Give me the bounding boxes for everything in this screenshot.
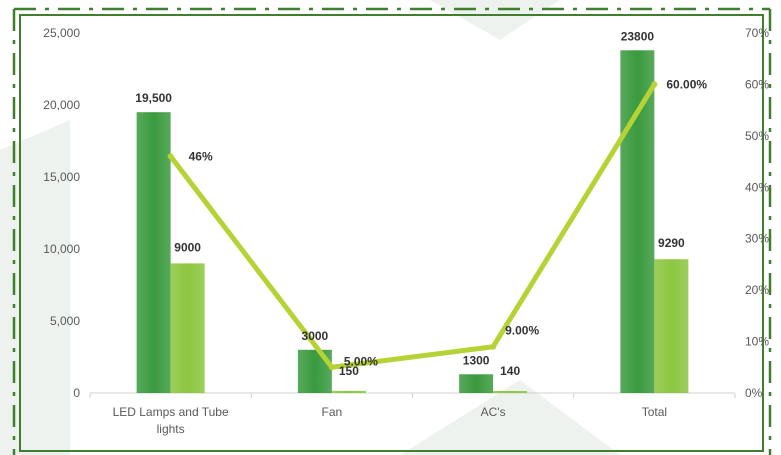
y-right-tick-label: 10% <box>745 335 769 349</box>
y-right-tick-label: 30% <box>745 232 769 246</box>
x-category-label-line: LED Lamps and Tube <box>113 405 229 419</box>
x-category-label-line: Fan <box>322 405 343 419</box>
bar <box>331 390 366 393</box>
line-data-label: 5.00% <box>344 354 378 368</box>
percent-line <box>167 81 658 371</box>
bar <box>493 390 528 393</box>
bar <box>620 50 655 393</box>
y-left-tick-label: 10,000 <box>43 242 80 256</box>
percent-line-point <box>651 81 658 88</box>
chart-frame <box>12 7 772 455</box>
y-right-tick-label: 0% <box>745 386 763 400</box>
y-left-tick-label: 5,000 <box>50 314 80 328</box>
bar-data-label: 9000 <box>174 240 201 254</box>
x-category-label-line: lights <box>157 422 185 436</box>
background-shape <box>0 120 70 455</box>
x-category-label-line: Total <box>642 405 667 419</box>
y-left-tick-label: 25,000 <box>43 26 80 40</box>
bar <box>297 349 332 393</box>
line-data-label: 60.00% <box>666 77 707 91</box>
percent-line-point <box>490 343 497 350</box>
x-category-label: Total <box>642 405 667 419</box>
background-shape <box>430 0 560 40</box>
bar-data-label: 9290 <box>658 236 685 250</box>
y-left-tick-label: 15,000 <box>43 170 80 184</box>
y-left-tick-label: 20,000 <box>43 98 80 112</box>
x-category-label: LED Lamps and Tube lights <box>113 405 229 436</box>
bar-data-label: 140 <box>500 364 520 378</box>
bar <box>654 259 689 393</box>
chart-axes: 0 5,000 10,000 15,000 20,000 25,000 0% 10% 20% 30… <box>43 26 769 436</box>
y-right-tick-label: 60% <box>745 77 769 91</box>
x-category-label-line: AC's <box>481 405 506 419</box>
background-shape <box>400 380 620 455</box>
x-category-label: AC's <box>481 405 506 419</box>
percent-line-point <box>328 364 335 371</box>
x-category-label: Fan <box>322 405 343 419</box>
bar <box>459 374 494 393</box>
bar-data-label: 150 <box>339 364 359 378</box>
y-right-tick-label: 40% <box>745 180 769 194</box>
bar <box>170 263 205 393</box>
bar <box>136 112 171 393</box>
bar-data-label: 1300 <box>463 353 490 367</box>
y-right-tick-label: 20% <box>745 283 769 297</box>
bars <box>136 50 689 393</box>
y-left-tick-label: 0 <box>73 386 80 400</box>
frame-inner-border <box>19 14 764 452</box>
line-data-label: 9.00% <box>505 324 539 338</box>
data-labels: 19,500 3000 1300 23800 9000 150 140 9290 46% 5.00… <box>135 29 707 378</box>
y-right-tick-label: 50% <box>745 129 769 143</box>
bar-data-label: 23800 <box>621 29 655 43</box>
percent-line-point <box>167 153 174 160</box>
bar-data-label: 3000 <box>302 329 329 343</box>
bar-data-label: 19,500 <box>135 91 172 105</box>
y-right-tick-label: 70% <box>745 26 769 40</box>
percent-line-path <box>168 81 657 370</box>
line-data-label: 46% <box>189 149 213 163</box>
